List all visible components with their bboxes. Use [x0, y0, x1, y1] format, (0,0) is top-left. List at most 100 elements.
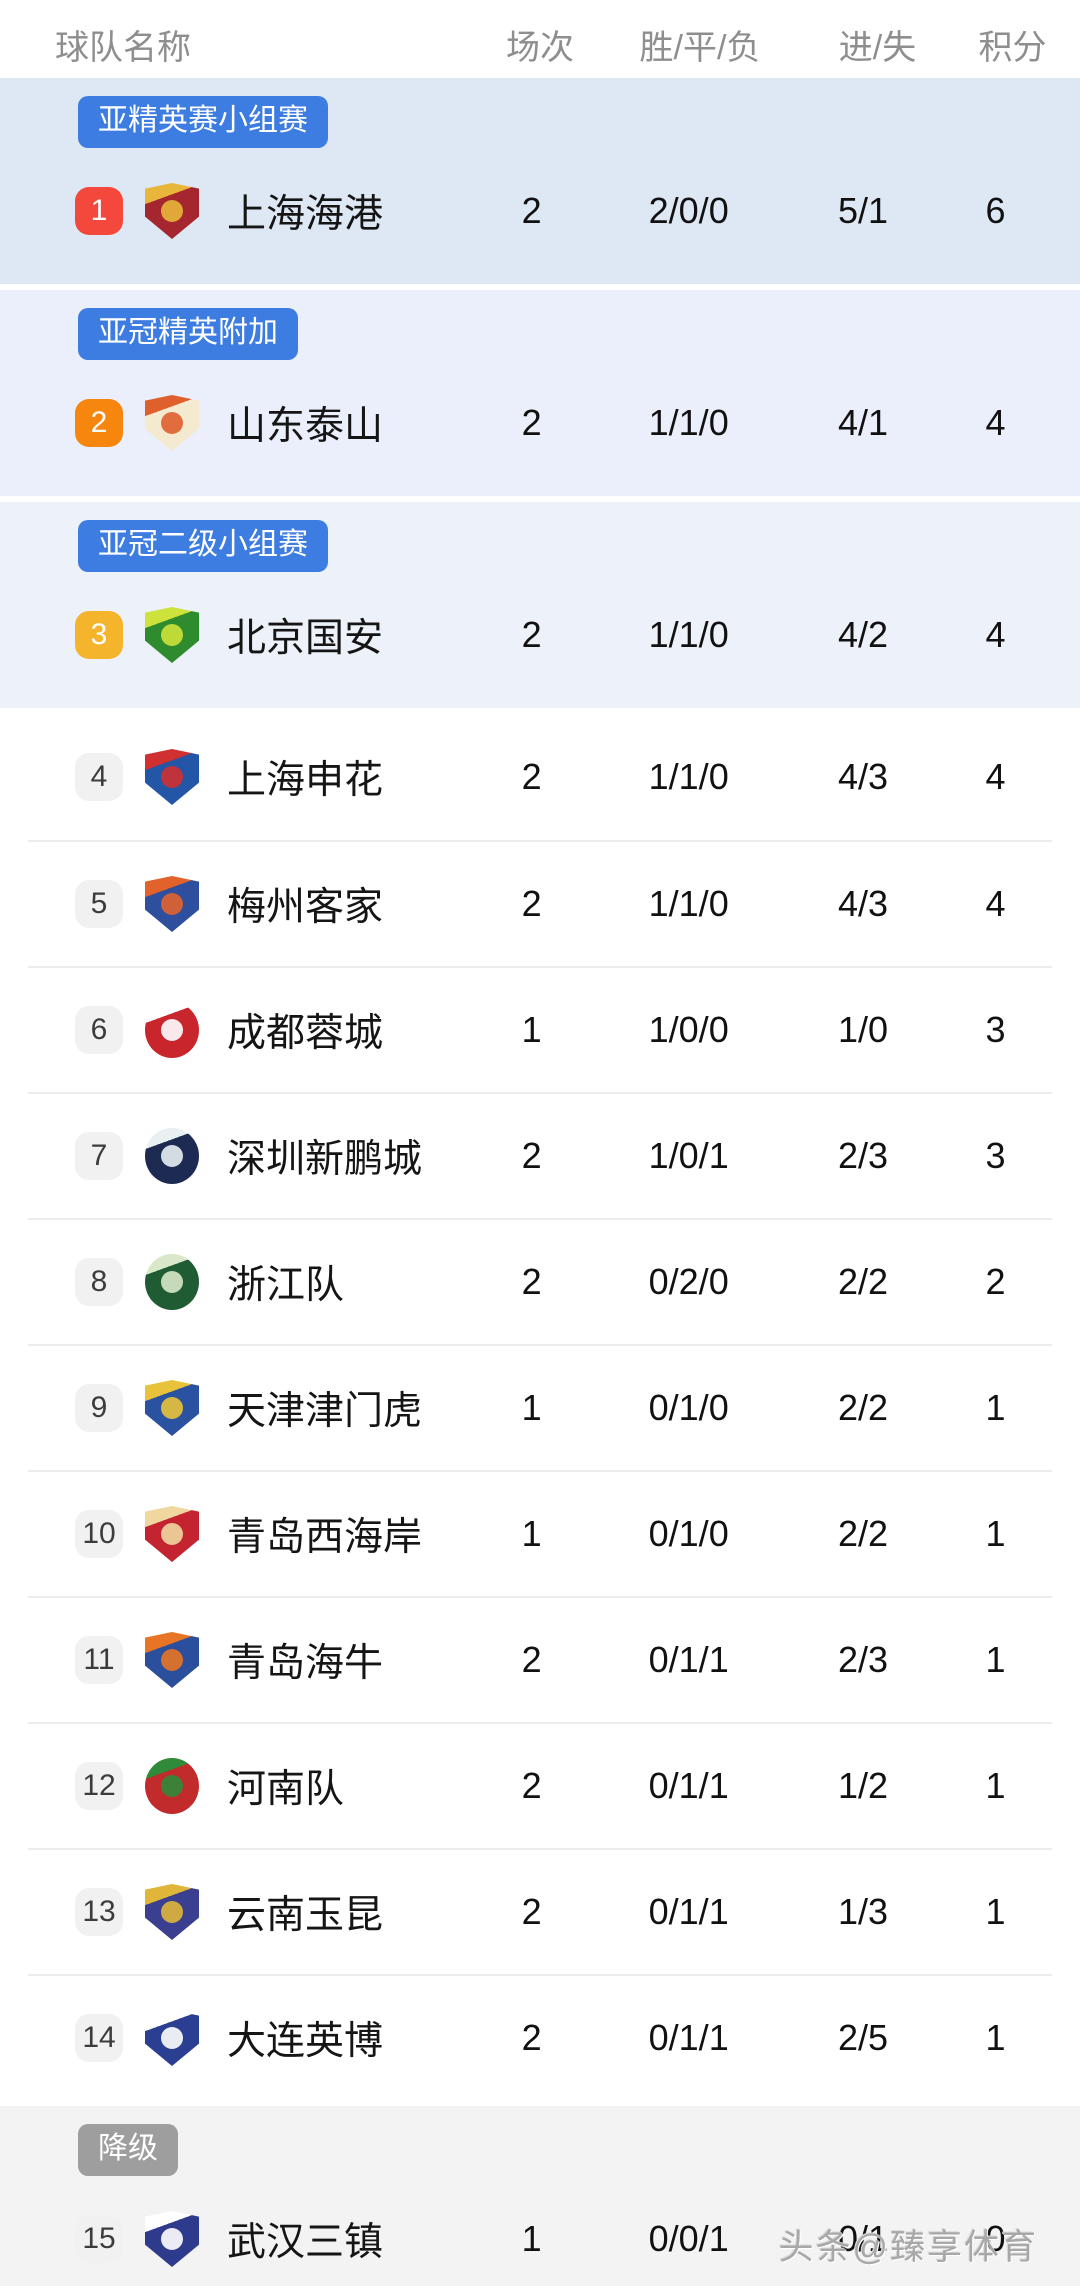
rank-badge: 15: [75, 2215, 123, 2263]
table-row[interactable]: 1 上海海港 2 2/0/0 5/1 6: [28, 148, 1052, 274]
win-draw-loss-value: 0/1/0: [648, 1387, 729, 1428]
team-logo-icon: [145, 1632, 199, 1688]
standings-section: 亚精英赛小组赛 1 上海海港 2 2/0/0 5/1 6: [0, 78, 1080, 284]
points-value: 4: [985, 402, 1006, 443]
table-row[interactable]: 11 青岛海牛 2 0/1/1 2/3 1: [28, 1596, 1052, 1722]
standings-table: 亚精英赛小组赛 1 上海海港 2 2/0/0 5/1 6 亚冠精英附加 2 山东泰山 2 1/1/0 4…: [0, 78, 1080, 2286]
rank-badge: 4: [75, 753, 123, 801]
table-row[interactable]: 14 大连英博 2 0/1/1 2/5 1: [28, 1974, 1052, 2100]
win-draw-loss-value: 0/1/1: [648, 2017, 729, 2058]
rank-badge: 5: [75, 880, 123, 928]
team-logo-icon: [145, 1254, 199, 1310]
table-row[interactable]: 10 青岛西海岸 1 0/1/0 2/2 1: [28, 1470, 1052, 1596]
team-logo-icon: [145, 749, 199, 805]
standings-section: 亚冠精英附加 2 山东泰山 2 1/1/0 4/1 4: [0, 290, 1080, 496]
team-cell: 9 天津津门虎: [28, 1380, 473, 1436]
logo-core: [161, 200, 183, 222]
win-draw-loss-value: 0/1/1: [648, 1639, 729, 1680]
team-name: 浙江队: [227, 1264, 345, 1307]
logo-core: [161, 1901, 183, 1923]
table-row[interactable]: 15 武汉三镇 1 0/0/1 0/1 0: [28, 2176, 1052, 2286]
matches-played-value: 2: [521, 190, 542, 231]
section-content: 亚冠二级小组赛 3 北京国安 2 1/1/0 4/2 4: [28, 502, 1052, 708]
team-logo-icon: [145, 1380, 199, 1436]
win-draw-loss-value: 1/1/0: [648, 756, 729, 797]
goals-for-against-value: 2/2: [837, 1387, 888, 1428]
team-name: 青岛西海岸: [227, 1516, 423, 1559]
rank-badge: 2: [75, 399, 123, 447]
rank-badge: 1: [75, 187, 123, 235]
win-draw-loss-value: 0/2/0: [648, 1261, 729, 1302]
team-logo-icon: [145, 1758, 199, 1814]
matches-played-value: 2: [521, 1765, 542, 1806]
logo-core: [161, 2027, 183, 2049]
matches-played-value: 2: [521, 1639, 542, 1680]
goals-for-against-value: 4/3: [837, 883, 888, 924]
column-header-points: 积分: [978, 28, 1047, 67]
team-cell: 14 大连英博: [28, 2010, 473, 2066]
team-name: 上海海港: [227, 193, 384, 236]
table-row[interactable]: 5 梅州客家 2 1/1/0 4/3 4: [28, 840, 1052, 966]
goals-for-against-value: 2/5: [837, 2017, 888, 2058]
standings-table-header: 球队名称 场次 胜/平/负 进/失 积分: [0, 0, 1080, 78]
team-name: 深圳新鹏城: [227, 1138, 423, 1181]
team-name: 北京国安: [227, 617, 384, 660]
team-logo-icon: [145, 1128, 199, 1184]
team-name: 上海申花: [227, 759, 384, 802]
table-row[interactable]: 12 河南队 2 0/1/1 1/2 1: [28, 1722, 1052, 1848]
table-row[interactable]: 6 成都蓉城 1 1/0/0 1/0 3: [28, 966, 1052, 1092]
rank-badge: 3: [75, 611, 123, 659]
column-header-team: 球队名称: [55, 28, 191, 67]
table-row[interactable]: 4 上海申花 2 1/1/0 4/3 4: [28, 714, 1052, 840]
logo-core: [161, 1271, 183, 1293]
matches-played-value: 2: [521, 1135, 542, 1176]
rank-badge: 12: [75, 1762, 123, 1810]
goals-for-against-value: 1/3: [837, 1891, 888, 1932]
team-cell: 8 浙江队: [28, 1254, 473, 1310]
win-draw-loss-value: 0/1/1: [648, 1765, 729, 1806]
logo-core: [161, 1145, 183, 1167]
matches-played-value: 1: [521, 1009, 542, 1050]
team-name: 梅州客家: [227, 886, 384, 929]
points-value: 4: [985, 883, 1006, 924]
points-value: 1: [985, 1891, 1006, 1932]
goals-for-against-value: 2/2: [837, 1513, 888, 1554]
rank-badge: 10: [75, 1510, 123, 1558]
team-name: 大连英博: [227, 2020, 384, 2063]
logo-core: [161, 1649, 183, 1671]
matches-played-value: 1: [521, 1387, 542, 1428]
points-value: 0: [985, 2218, 1006, 2259]
team-cell: 5 梅州客家: [28, 876, 473, 932]
points-value: 1: [985, 1513, 1006, 1554]
team-cell: 2 山东泰山: [28, 395, 473, 451]
table-row[interactable]: 7 深圳新鹏城 2 1/0/1 2/3 3: [28, 1092, 1052, 1218]
team-logo-icon: [145, 1506, 199, 1562]
standings-section: 4 上海申花 2 1/1/0 4/3 4 5 梅州客家 2 1/1/0 4/3 4 6 成都蓉城 1 1/0/…: [0, 714, 1080, 2100]
matches-played-value: 1: [521, 1513, 542, 1554]
team-logo-icon: [145, 876, 199, 932]
logo-core: [161, 1523, 183, 1545]
team-name: 河南队: [227, 1768, 345, 1811]
win-draw-loss-value: 1/1/0: [648, 614, 729, 655]
points-value: 1: [985, 1639, 1006, 1680]
team-name: 成都蓉城: [227, 1012, 384, 1055]
win-draw-loss-value: 2/0/0: [648, 190, 729, 231]
rank-badge: 7: [75, 1132, 123, 1180]
goals-for-against-value: 2/2: [837, 1261, 888, 1302]
table-row[interactable]: 9 天津津门虎 1 0/1/0 2/2 1: [28, 1344, 1052, 1470]
table-row[interactable]: 8 浙江队 2 0/2/0 2/2 2: [28, 1218, 1052, 1344]
table-row[interactable]: 3 北京国安 2 1/1/0 4/2 4: [28, 572, 1052, 698]
goals-for-against-value: 4/3: [837, 756, 888, 797]
team-cell: 6 成都蓉城: [28, 1002, 473, 1058]
table-row[interactable]: 13 云南玉昆 2 0/1/1 1/3 1: [28, 1848, 1052, 1974]
points-value: 3: [985, 1135, 1006, 1176]
team-cell: 7 深圳新鹏城: [28, 1128, 473, 1184]
team-logo-icon: [145, 1884, 199, 1940]
matches-played-value: 2: [521, 1891, 542, 1932]
section-content: 4 上海申花 2 1/1/0 4/3 4 5 梅州客家 2 1/1/0 4/3 4 6 成都蓉城 1 1/0/…: [28, 714, 1052, 2100]
logo-core: [161, 766, 183, 788]
watermark-text: 头条@臻享体育: [778, 2228, 1038, 2267]
table-row[interactable]: 2 山东泰山 2 1/1/0 4/1 4: [28, 360, 1052, 486]
goals-for-against-value: 2/3: [837, 1135, 888, 1176]
logo-core: [161, 624, 183, 646]
